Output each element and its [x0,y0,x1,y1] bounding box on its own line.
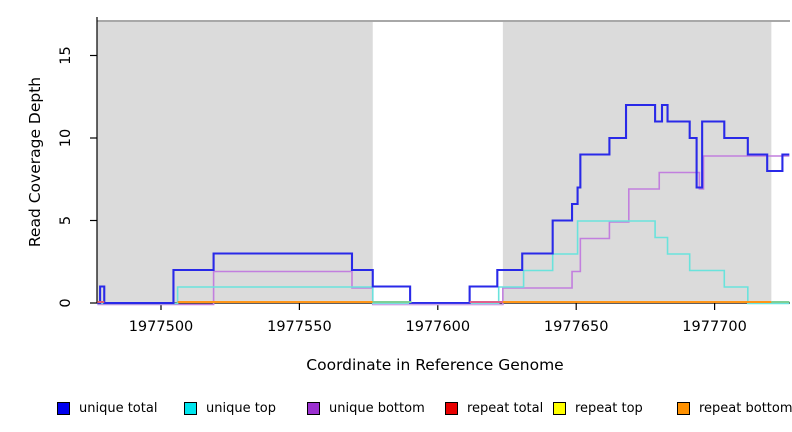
x-tick-label: 1977550 [267,319,332,335]
legend-item-unique-bottom: unique bottom [307,396,425,420]
repeat-region-shading [97,22,373,303]
legend-label: repeat top [575,400,643,416]
x-tick-label: 1977600 [406,319,471,335]
y-tick-label: 5 [58,216,74,225]
legend-swatch-icon [307,401,320,415]
legend-swatch-icon [553,401,566,415]
legend-swatch-icon [445,401,458,415]
legend-label: unique bottom [329,400,425,416]
repeat-region-shading [502,22,772,303]
x-tick-label: 1977500 [129,319,194,335]
legend-label: unique top [206,400,277,416]
series-line-unique-total [97,103,790,305]
y-axis-title: Read Coverage Depth [26,76,44,248]
x-tick-label: 1977700 [682,319,747,335]
x-axis-title: Coordinate in Reference Genome [306,356,564,374]
y-tick-label: 0 [58,298,74,307]
legend: unique total unique top unique bottom repea… [0,396,792,424]
legend-item-repeat-top: repeat top [553,396,643,420]
legend-swatch-icon [184,401,197,415]
y-tick-label: 10 [58,129,74,147]
legend-item-repeat-total: repeat total [445,396,543,420]
legend-label: repeat total [467,400,544,416]
series-line-unique-top [97,220,790,305]
legend-swatch-icon [57,401,70,415]
legend-label: repeat bottom [699,400,792,416]
legend-item-unique-total: unique total [57,396,157,420]
x-tick-label: 1977650 [544,319,609,335]
legend-item-repeat-bottom: repeat bottom [677,396,792,420]
y-tick-label: 15 [58,46,74,64]
legend-item-unique-top: unique top [184,396,276,420]
legend-label: unique total [79,400,158,416]
series-line-unique-bottom [97,155,790,306]
plot-canvas: 1977500 1977550 1977600 1977650 1977700 0 5 10 1… [58,17,790,335]
legend-swatch-icon [677,401,690,415]
